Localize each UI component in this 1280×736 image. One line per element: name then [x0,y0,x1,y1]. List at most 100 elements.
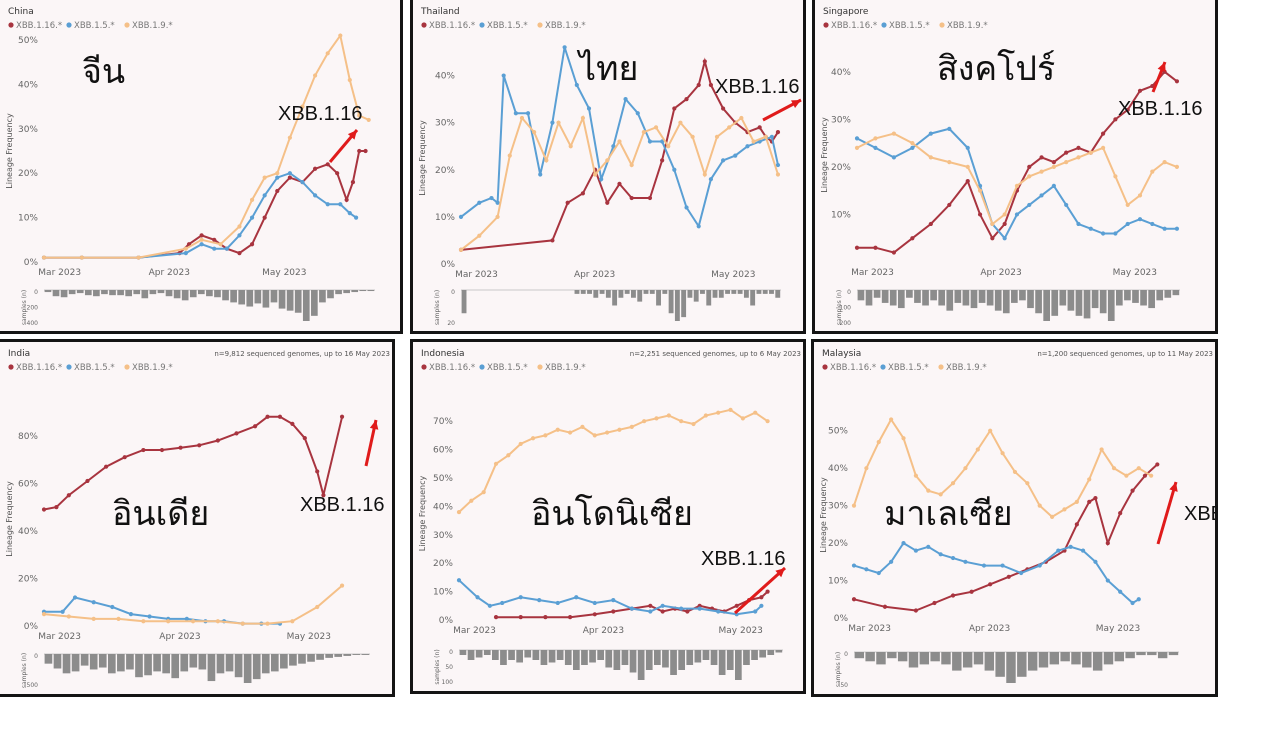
y-tick-label: 30% [831,115,851,125]
sample-bar [343,654,352,656]
sample-bar [162,654,170,674]
data-point [1076,145,1081,150]
data-point [315,604,320,610]
sample-bar [751,650,758,660]
data-point [928,131,933,136]
data-point [1174,226,1180,231]
legend-label: XBB.1.9.* [545,363,586,373]
data-point [963,466,968,471]
data-point [1137,88,1143,93]
y-tick-label: 40% [18,527,38,537]
chart-title: Indonesia [421,349,465,359]
sample-bar [98,654,107,668]
sample-bar [962,652,973,668]
samples-axis-label: samples (n) [21,290,28,325]
data-point [635,111,640,116]
data-point [990,221,995,227]
sample-bar [897,652,908,662]
data-point [629,195,634,201]
data-point [199,233,204,238]
sample-bar [483,650,491,655]
data-point [1149,473,1154,478]
data-point [739,115,744,121]
sample-bar [117,290,124,296]
data-point [910,236,915,241]
data-point [901,436,906,441]
sample-bar [367,290,375,292]
sample-bar [141,290,149,299]
samples-tick: 400 [27,320,39,327]
sample-bar [109,290,116,296]
y-tick-label: 10% [435,213,455,223]
x-tick-label: May 2023 [719,626,763,636]
sample-bar [919,652,930,665]
data-point [1064,202,1069,208]
sample-bar [343,290,350,294]
sample-bar [44,654,53,664]
red-arrow-shaft [733,566,787,615]
data-point [54,505,59,510]
legend-label: XBB.1.9.* [545,21,586,31]
legend-marker [939,22,945,28]
data-point [889,417,894,422]
sample-bar [1114,652,1125,662]
data-point [696,224,701,229]
data-point [550,120,555,125]
data-point [1019,570,1024,576]
y-tick-label: 60% [18,479,38,489]
data-point [456,578,462,583]
data-point [477,200,482,205]
data-point [1051,183,1056,189]
sample-bar [718,290,724,298]
data-point [947,160,952,165]
sample-bar [117,654,125,672]
y-tick-label: 80% [18,432,38,442]
legend-marker [421,364,427,370]
data-point [684,205,689,210]
data-point [891,155,897,160]
data-point [592,172,598,177]
y-tick-label: 30% [828,502,848,512]
data-point [495,214,500,219]
thai-country-label: ไทย [576,49,638,89]
sample-bar [1099,290,1107,314]
data-point [110,604,115,610]
data-point [605,430,610,435]
data-point [672,106,677,111]
sample-bar [1038,652,1049,668]
samples-tick: 100 [840,305,852,312]
data-point [1162,226,1167,231]
series-line [44,150,366,259]
chart-title: Singapore [823,7,869,17]
data-point [525,111,531,116]
chart-panel-singapore: Singapore XBB.1.16.* XBB.1.5.* XBB.1.9.* 10%… [812,0,1218,334]
data-point [851,563,857,568]
legend-label: XBB.1.9.* [946,363,987,373]
sample-bar [756,290,762,294]
data-point [1027,164,1032,169]
sample-bar [649,290,655,294]
sample-bar [144,654,152,676]
data-point [864,466,869,471]
data-point [1125,221,1130,227]
sample-bar [126,654,134,670]
sample-bar [1060,652,1070,662]
samples-tick: 50 [840,682,848,689]
sample-bar [1124,290,1131,301]
sample-bar [737,290,743,294]
samples-tick: 200 [27,305,39,312]
data-point [240,621,245,626]
y-tick-label: 40% [18,80,38,90]
data-point [290,421,295,426]
data-point [237,224,242,229]
data-point [928,155,933,160]
sample-bar [662,650,669,668]
data-point [518,615,523,620]
sample-bar [995,652,1005,677]
thai-country-label: อินเดีย [112,494,209,534]
data-point [714,134,720,139]
series-line [856,127,1177,240]
data-point [965,145,970,150]
data-point [928,221,933,227]
y-tick-label: 10% [831,210,851,220]
